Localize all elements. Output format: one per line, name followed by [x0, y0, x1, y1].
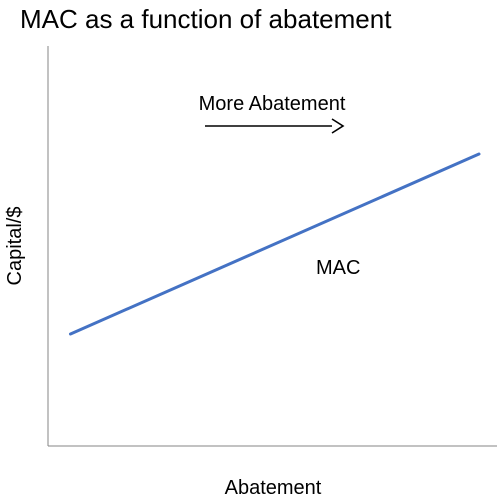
- series-label-mac: MAC: [316, 257, 360, 279]
- annotation-more-abatement: More Abatement: [199, 93, 346, 115]
- y-axis-label: Capital/$: [4, 207, 26, 286]
- chart-title: MAC as a function of abatement: [20, 4, 392, 34]
- series-layer: [69, 152, 481, 336]
- x-axis-label: Abatement: [225, 477, 322, 499]
- arrow-head-icon: [331, 118, 345, 134]
- series-line-mac: [69, 152, 481, 336]
